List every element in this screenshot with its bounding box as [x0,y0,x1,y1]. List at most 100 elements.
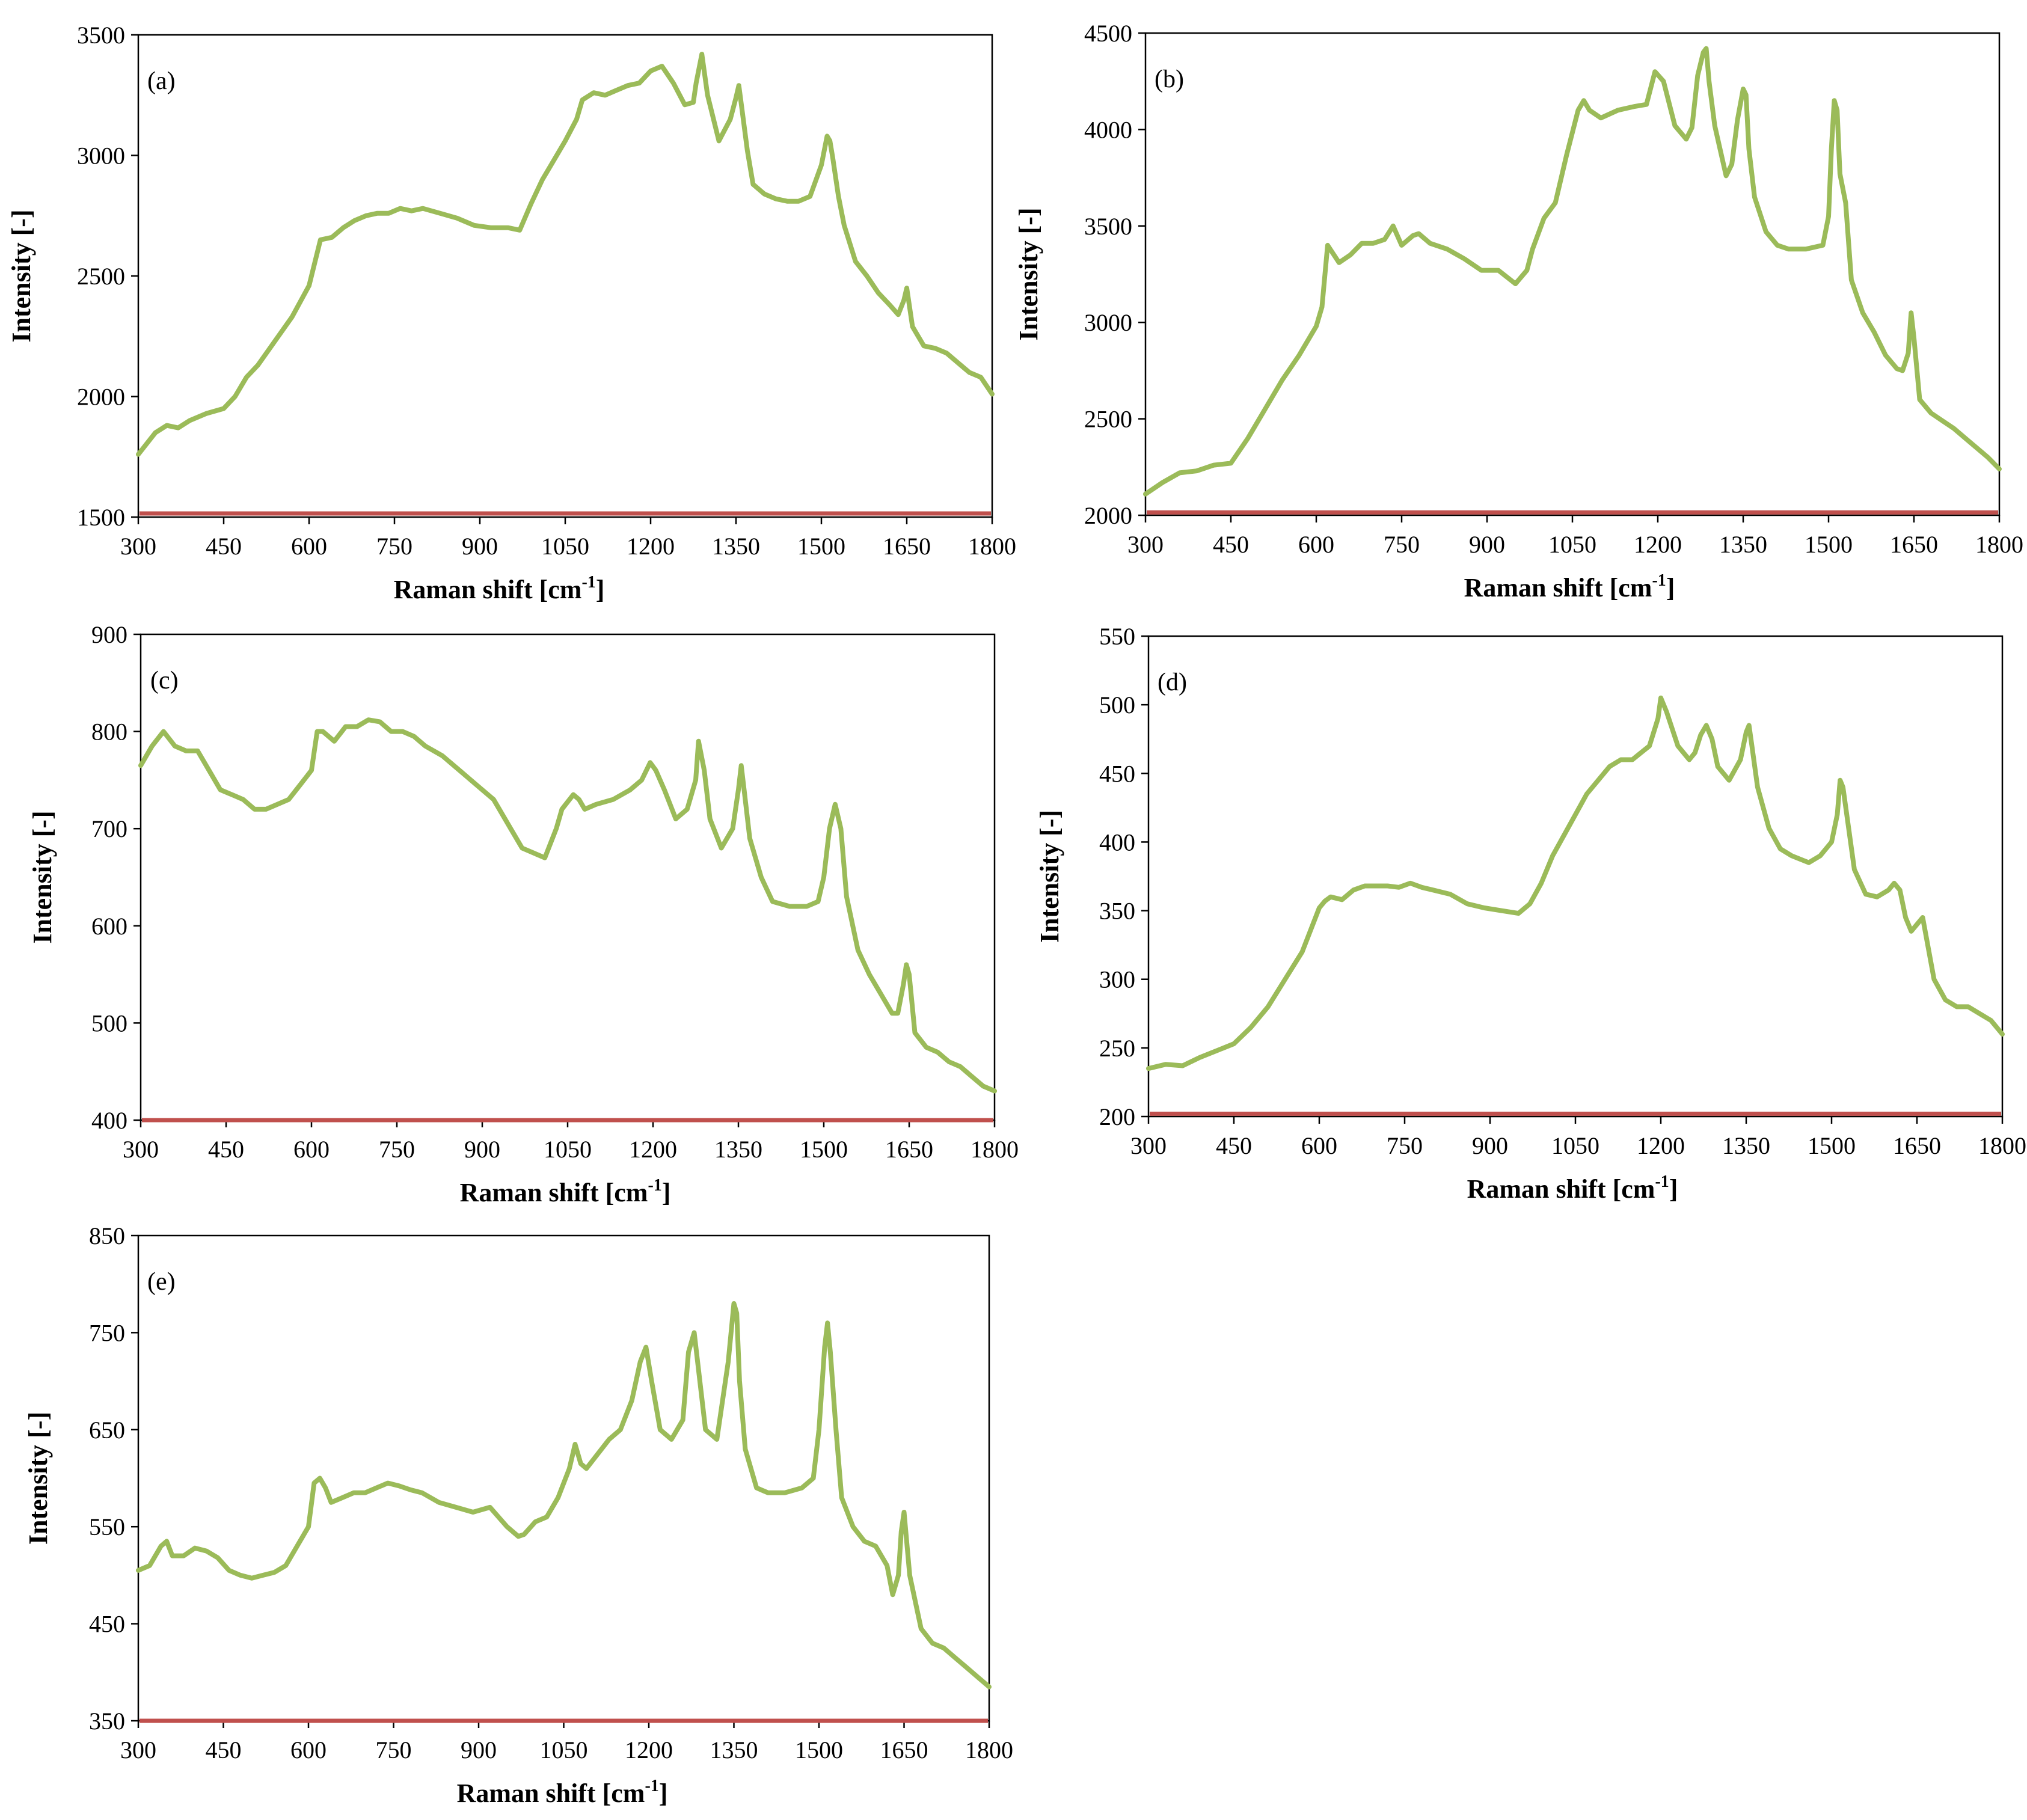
panel-d-y-tick-label: 500 [1099,691,1135,719]
panel-d-y-tick-label: 200 [1099,1103,1135,1130]
panel-a-x-tick-label: 300 [120,533,156,560]
panel-d-x-tick-label: 1050 [1551,1132,1599,1159]
panel-b-y-tick-label: 4000 [1084,116,1132,143]
panel-a-y-tick-label: 2500 [77,263,125,290]
panel-c-y-tick-label: 800 [91,719,127,746]
panel-c-x-tick-label: 1800 [971,1136,1019,1163]
panel-c-x-tick-label: 600 [293,1136,330,1163]
panel-d-x-tick-label: 1200 [1637,1132,1685,1159]
panel-d-y-tick-label: 250 [1099,1035,1135,1062]
panel-a-x-tick-label: 1200 [627,533,675,560]
panel-c-y-tick-label: 600 [91,913,127,940]
panel-e-x-tick-label: 900 [461,1736,497,1763]
panel-e-x-axis-title: Raman shift [cm-1] [457,1777,668,1808]
panel-b-series-spectrum-line [1143,46,2002,497]
panel-d-y-tick-label: 300 [1099,966,1135,993]
panel-b-y-tick-label: 2000 [1084,502,1132,529]
panel-c-plot-frame [140,633,996,1121]
panel-b-label: (b) [1155,66,1184,93]
panel-a-x-tick-label: 1650 [883,533,931,560]
panel-b-x-tick-label: 1200 [1634,531,1682,558]
panel-c-y-axis-title: Intensity [-] [28,810,57,943]
panel-c-x-tick-label: 1650 [885,1136,933,1163]
panel-c-x-axis-title: Raman shift [cm-1] [460,1176,671,1207]
panel-d: 200 250 300 350 400 450 500 550 300 450 600 750 900 1… [1035,623,2026,1204]
panel-e-x-tick-label: 600 [290,1736,327,1763]
panel-a-x-tick-label: 600 [291,533,327,560]
panel-c-x-tick-label: 1050 [544,1136,592,1163]
panel-b-y-tick-label: 3500 [1084,213,1132,240]
panel-d-x-axis-title: Raman shift [cm-1] [1467,1172,1678,1204]
panel-b-y-tick-label: 4500 [1084,20,1132,47]
panel-e-x-tick-label: 1350 [710,1736,758,1763]
panel-a-x-tick-label: 1050 [541,533,589,560]
panel-e-x-tick-label: 1200 [625,1736,673,1763]
panel-a: 1500 2000 2500 3000 3500 300 450 600 750 900 1050 1… [7,22,1016,604]
panel-a-label: (a) [147,67,176,95]
panel-d-x-tick-label: 1650 [1893,1132,1941,1159]
panel-e-x-tick-label: 1050 [540,1736,588,1763]
panel-c-y-tick-label: 700 [91,815,127,842]
panel-c-x-tick-label: 900 [464,1136,500,1163]
panel-d-x-tick-label: 900 [1472,1132,1508,1159]
panel-c-x-tick-label: 300 [123,1136,159,1163]
panel-c-y-tick-label: 500 [91,1010,127,1037]
panel-a-plot-frame [137,34,993,518]
panel-e: 350 450 550 650 750 850 300 450 600 750 900 1050 120… [23,1222,1013,1808]
panel-e-y-tick-label: 350 [89,1708,125,1735]
panel-b-y-tick-label: 2500 [1084,406,1132,433]
panel-e-x-tick-label: 1500 [795,1736,843,1763]
panel-e-x-tick-label: 1650 [880,1736,928,1763]
panel-b-x-tick-label: 1350 [1719,531,1767,558]
panel-a-y-tick-label: 3000 [77,142,125,170]
panel-b-plot-frame [1144,32,2001,516]
panel-a-y-axis-title: Intensity [-] [7,209,36,342]
panel-d-y-tick-label: 550 [1099,623,1135,650]
panel-c-x-tick-label: 450 [208,1136,244,1163]
panel-c-x-tick-label: 1500 [800,1136,848,1163]
panel-e-x-tick-label: 300 [120,1736,156,1763]
panel-d-x-tick-label: 450 [1216,1132,1252,1159]
panel-c: 400 500 600 700 800 900 300 450 600 750 900 1050 120… [28,621,1019,1207]
panel-a-series-spectrum-line [136,52,995,457]
panel-b-x-tick-label: 1050 [1548,531,1596,558]
panel-e-y-tick-label: 850 [89,1222,125,1249]
panel-e-y-axis-title: Intensity [-] [23,1412,53,1545]
panel-d-x-tick-label: 750 [1387,1132,1423,1159]
panel-a-x-tick-label: 1800 [968,533,1016,560]
panel-d-x-tick-label: 1350 [1722,1132,1770,1159]
panel-c-x-tick-label: 1200 [629,1136,677,1163]
panel-b-x-tick-label: 450 [1213,531,1249,558]
panel-c-label: (c) [150,667,179,694]
panel-d-series-spectrum-line [1146,695,2005,1071]
panel-d-x-tick-label: 1500 [1808,1132,1856,1159]
panel-e-x-tick-label: 1800 [965,1736,1013,1763]
panel-e-y-tick-label: 750 [89,1319,125,1346]
panel-a-x-tick-label: 750 [376,533,412,560]
panel-b-x-tick-label: 750 [1384,531,1420,558]
panel-d-y-tick-label: 350 [1099,898,1135,925]
panel-d-x-tick-label: 600 [1301,1132,1337,1159]
panel-b-x-tick-label: 900 [1469,531,1505,558]
panel-b-x-tick-label: 1650 [1890,531,1938,558]
panel-c-x-tick-label: 750 [379,1136,415,1163]
panel-b-x-tick-label: 300 [1127,531,1164,558]
panel-d-plot-frame [1147,635,2004,1118]
panel-b-x-axis-title: Raman shift [cm-1] [1464,571,1675,602]
panel-e-label: (e) [147,1268,176,1296]
panel-b-y-axis-title: Intensity [-] [1014,207,1043,340]
panel-d-label: (d) [1158,669,1187,696]
panel-a-x-tick-label: 450 [206,533,242,560]
panel-a-y-tick-label: 3500 [77,22,125,49]
panel-d-y-tick-label: 400 [1099,829,1135,856]
panel-d-y-tick-label: 450 [1099,760,1135,787]
panel-c-y-tick-label: 400 [91,1107,127,1134]
panel-a-x-tick-label: 900 [462,533,498,560]
panel-a-y-tick-label: 2000 [77,384,125,411]
panel-d-y-axis-title: Intensity [-] [1035,810,1064,943]
panel-c-y-tick-label: 900 [91,621,127,648]
panel-e-y-tick-label: 650 [89,1417,125,1444]
panel-c-x-tick-label: 1350 [714,1136,762,1163]
panel-e-x-tick-label: 750 [376,1736,412,1763]
